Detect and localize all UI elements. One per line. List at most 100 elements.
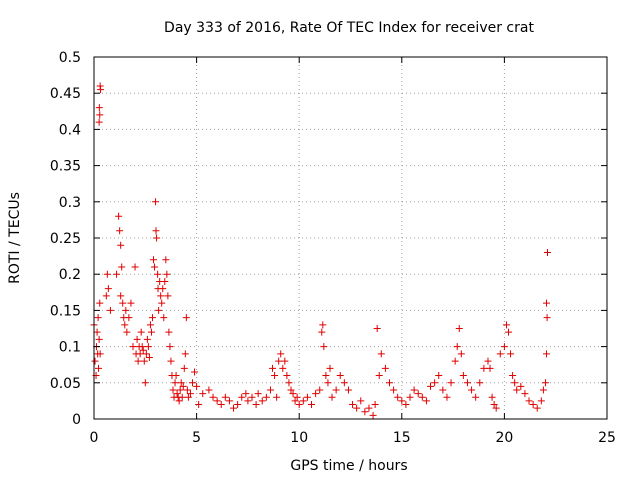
data-point <box>542 299 550 307</box>
data-point <box>139 346 147 354</box>
data-point <box>373 325 381 332</box>
data-point <box>539 386 547 394</box>
grid-layer <box>94 57 607 419</box>
data-point <box>181 350 189 358</box>
data-point <box>492 404 500 412</box>
x-tick-label: 5 <box>192 430 201 446</box>
data-point <box>184 393 192 401</box>
x-tick-label: 10 <box>290 430 308 446</box>
data-point <box>269 364 277 372</box>
data-point <box>183 386 191 394</box>
data-point <box>533 404 541 412</box>
y-tick-label: 0.4 <box>59 122 81 138</box>
data-point <box>176 386 184 394</box>
data-point <box>158 299 166 307</box>
data-point <box>95 364 103 372</box>
data-point <box>457 350 465 358</box>
data-point <box>252 401 260 409</box>
data-point <box>95 118 103 126</box>
data-point <box>217 401 225 409</box>
data-point <box>262 393 270 401</box>
data-point <box>431 379 439 387</box>
data-point <box>414 390 422 398</box>
data-point <box>125 314 133 322</box>
data-point <box>285 379 293 387</box>
data-point <box>486 364 494 372</box>
data-point <box>115 212 123 220</box>
data-point <box>225 397 233 405</box>
data-point <box>175 397 183 405</box>
data-point <box>117 292 125 300</box>
data-point <box>447 379 455 387</box>
data-point <box>299 397 307 405</box>
y-tick-label: 0.25 <box>50 231 81 247</box>
data-point <box>453 343 461 351</box>
data-point <box>443 393 451 401</box>
data-point <box>542 350 550 358</box>
data-point <box>153 234 161 242</box>
data-point <box>165 328 173 336</box>
data-point <box>375 372 383 380</box>
data-point <box>186 390 194 398</box>
data-point <box>148 314 156 322</box>
data-point <box>182 314 190 322</box>
y-tick-label: 0.35 <box>50 159 81 175</box>
data-point <box>266 386 274 394</box>
data-point <box>271 372 279 380</box>
data-point <box>102 292 110 300</box>
data-point <box>507 350 515 358</box>
data-point <box>167 357 175 365</box>
data-point <box>155 306 163 314</box>
data-point <box>171 379 179 387</box>
data-point <box>213 397 221 405</box>
data-point <box>238 393 246 401</box>
data-point <box>103 270 111 278</box>
data-point <box>104 285 112 293</box>
data-point <box>163 270 171 278</box>
data-point <box>179 382 187 390</box>
data-point <box>157 292 165 300</box>
data-point <box>172 372 180 380</box>
data-point <box>169 386 177 394</box>
data-point <box>463 379 471 387</box>
data-point <box>537 397 545 405</box>
data-point <box>320 343 328 351</box>
data-point <box>205 386 213 394</box>
x-axis-label: GPS time / hours <box>290 458 407 474</box>
data-point <box>511 379 519 387</box>
data-point <box>488 393 496 401</box>
data-point <box>96 111 104 119</box>
ticks-layer <box>93 56 608 420</box>
data-point <box>543 248 551 256</box>
marks-layer <box>90 82 551 419</box>
data-point <box>160 314 168 322</box>
data-point <box>131 263 139 271</box>
data-point <box>152 198 160 206</box>
data-point <box>159 285 167 293</box>
data-point <box>472 393 480 401</box>
data-point <box>326 364 334 372</box>
data-point <box>193 382 201 390</box>
data-point <box>394 393 402 401</box>
data-point <box>500 343 508 351</box>
data-point <box>316 386 324 394</box>
data-point <box>541 379 549 387</box>
data-point <box>177 379 185 387</box>
chart-title: Day 333 of 2016, Rate Of TEC Index for r… <box>164 20 534 36</box>
y-tick-label: 0.2 <box>59 267 81 283</box>
data-point <box>143 335 151 343</box>
data-point <box>279 364 287 372</box>
data-point <box>161 277 169 285</box>
data-point <box>283 372 291 380</box>
y-tick-label: 0 <box>72 412 81 428</box>
x-tick-label: 20 <box>495 430 513 446</box>
y-axis-label: ROTI / TECUs <box>7 192 23 284</box>
data-point <box>502 321 510 329</box>
data-point <box>94 314 102 322</box>
data-point <box>209 393 217 401</box>
data-point <box>188 379 196 387</box>
data-point <box>308 401 316 409</box>
data-point <box>543 314 551 322</box>
data-point <box>127 299 135 307</box>
data-point <box>291 397 299 405</box>
